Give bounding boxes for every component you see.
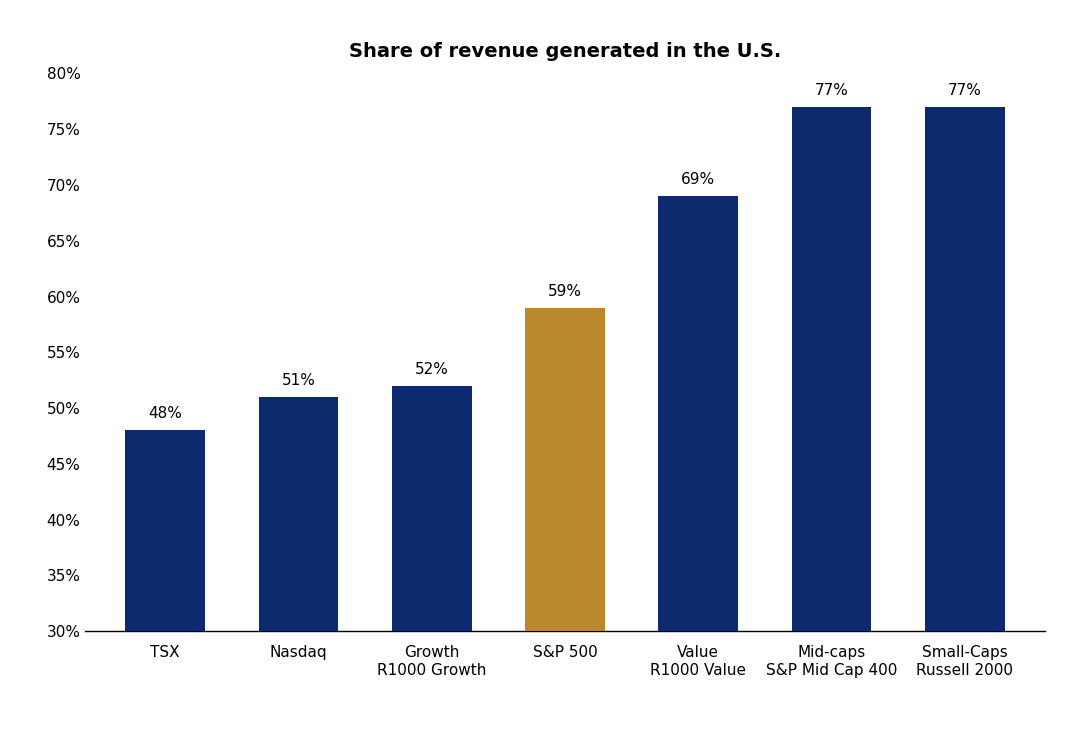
Text: 77%: 77% bbox=[814, 83, 849, 98]
Text: 51%: 51% bbox=[281, 373, 316, 388]
Bar bbox=[126, 430, 206, 631]
Title: Share of revenue generated in the U.S.: Share of revenue generated in the U.S. bbox=[349, 42, 781, 61]
Bar bbox=[259, 397, 339, 631]
Text: 52%: 52% bbox=[415, 362, 449, 377]
Text: 77%: 77% bbox=[948, 83, 982, 98]
Bar bbox=[526, 308, 605, 631]
Bar bbox=[925, 107, 1005, 631]
Text: 59%: 59% bbox=[548, 284, 582, 299]
Text: 69%: 69% bbox=[681, 172, 715, 187]
Bar bbox=[659, 196, 738, 631]
Bar bbox=[392, 386, 472, 631]
Bar bbox=[792, 107, 872, 631]
Text: 48%: 48% bbox=[148, 407, 182, 421]
